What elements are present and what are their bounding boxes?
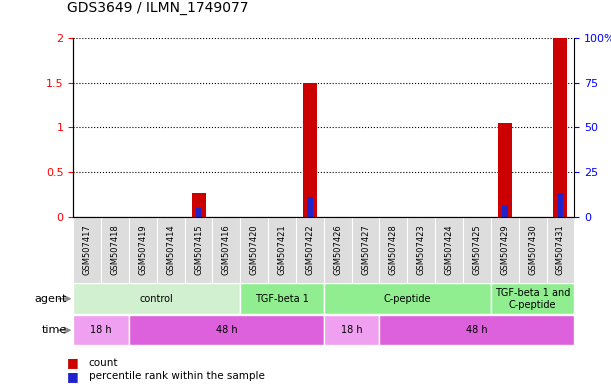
- Bar: [408, 217, 435, 283]
- Text: GSM507431: GSM507431: [556, 224, 565, 275]
- Text: 18 h: 18 h: [90, 325, 112, 335]
- Text: GSM507419: GSM507419: [139, 224, 147, 275]
- Text: control: control: [140, 294, 174, 304]
- Text: GSM507422: GSM507422: [306, 224, 315, 275]
- Bar: [73, 316, 129, 345]
- Text: agent: agent: [35, 294, 67, 304]
- Bar: [240, 217, 268, 283]
- Bar: [324, 283, 491, 314]
- Bar: [463, 217, 491, 283]
- Text: GSM507423: GSM507423: [417, 224, 426, 275]
- Bar: [101, 217, 129, 283]
- Text: 18 h: 18 h: [341, 325, 362, 335]
- Bar: [303, 83, 317, 217]
- Bar: [491, 283, 574, 314]
- Bar: [307, 197, 313, 217]
- Bar: [519, 217, 546, 283]
- Text: GSM507424: GSM507424: [445, 224, 453, 275]
- Text: GSM507427: GSM507427: [361, 224, 370, 275]
- Bar: [296, 217, 324, 283]
- Text: count: count: [89, 358, 118, 368]
- Text: 48 h: 48 h: [216, 325, 237, 335]
- Bar: [379, 217, 408, 283]
- Bar: [73, 283, 240, 314]
- Bar: [498, 123, 511, 217]
- Text: GSM507416: GSM507416: [222, 224, 231, 275]
- Bar: [73, 217, 101, 283]
- Text: GSM507420: GSM507420: [250, 224, 258, 275]
- Bar: [502, 206, 508, 217]
- Bar: [129, 217, 157, 283]
- Bar: [157, 217, 185, 283]
- Text: GSM507429: GSM507429: [500, 224, 509, 275]
- Bar: [324, 217, 352, 283]
- Text: GSM507417: GSM507417: [82, 224, 92, 275]
- Text: TGF-beta 1: TGF-beta 1: [255, 294, 309, 304]
- Bar: [240, 283, 324, 314]
- Bar: [491, 217, 519, 283]
- Text: TGF-beta 1 and
C-peptide: TGF-beta 1 and C-peptide: [495, 288, 570, 310]
- Bar: [546, 217, 574, 283]
- Text: ■: ■: [67, 370, 79, 383]
- Bar: [379, 316, 574, 345]
- Text: GSM507421: GSM507421: [277, 224, 287, 275]
- Text: GSM507430: GSM507430: [528, 224, 537, 275]
- Bar: [268, 217, 296, 283]
- Text: GDS3649 / ILMN_1749077: GDS3649 / ILMN_1749077: [67, 2, 249, 15]
- Text: C-peptide: C-peptide: [384, 294, 431, 304]
- Bar: [192, 192, 205, 217]
- Text: ■: ■: [67, 356, 79, 369]
- Bar: [352, 217, 379, 283]
- Bar: [213, 217, 240, 283]
- Bar: [435, 217, 463, 283]
- Bar: [129, 316, 324, 345]
- Text: GSM507415: GSM507415: [194, 224, 203, 275]
- Text: percentile rank within the sample: percentile rank within the sample: [89, 371, 265, 381]
- Bar: [185, 217, 213, 283]
- Bar: [558, 194, 563, 217]
- Text: GSM507425: GSM507425: [472, 224, 481, 275]
- Text: GSM507426: GSM507426: [333, 224, 342, 275]
- Text: time: time: [42, 325, 67, 335]
- Bar: [196, 208, 202, 217]
- Text: GSM507418: GSM507418: [111, 224, 120, 275]
- Bar: [554, 38, 568, 217]
- Text: GSM507428: GSM507428: [389, 224, 398, 275]
- Bar: [324, 316, 379, 345]
- Text: GSM507414: GSM507414: [166, 224, 175, 275]
- Text: 48 h: 48 h: [466, 325, 488, 335]
